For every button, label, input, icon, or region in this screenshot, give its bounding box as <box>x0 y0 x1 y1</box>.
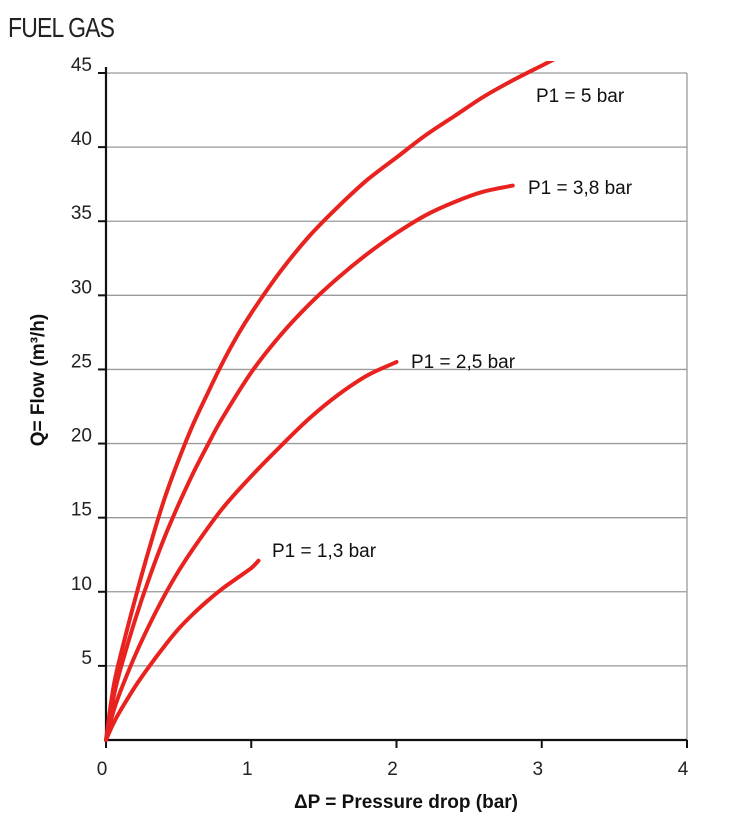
series-label: P1 = 5 bar <box>536 86 625 107</box>
series-label: P1 = 2,5 bar <box>411 352 516 373</box>
x-tick-label: 4 <box>678 759 689 780</box>
y-axis-title: Q= Flow (m³/h) <box>28 314 49 446</box>
x-axis-title: ΔP = Pressure drop (bar) <box>294 792 518 813</box>
series-lines <box>104 61 556 742</box>
series-line <box>104 558 261 742</box>
chart-title: FUEL GAS <box>8 12 115 43</box>
x-tick-labels: 0 1 2 3 4 <box>97 759 689 780</box>
series-label: P1 = 1,3 bar <box>272 541 377 562</box>
y-tick-label: 45 <box>71 55 92 76</box>
y-tick-labels: 5 10 15 20 25 30 35 40 45 <box>71 55 92 669</box>
y-tick-label: 40 <box>71 129 92 150</box>
series-label: P1 = 3,8 bar <box>528 178 633 199</box>
y-tick-label: 20 <box>71 426 92 447</box>
axes <box>98 67 688 748</box>
y-tick-label: 10 <box>71 574 92 595</box>
x-tick-label: 3 <box>532 759 543 780</box>
y-tick-label: 30 <box>71 277 92 298</box>
y-tick-label: 15 <box>71 500 92 521</box>
series-line <box>104 61 556 742</box>
x-tick-label: 0 <box>97 759 108 780</box>
y-tick-label: 25 <box>71 351 92 372</box>
y-tick-label: 5 <box>81 648 92 669</box>
series-line <box>104 360 399 742</box>
grid-lines <box>106 72 688 740</box>
series-line <box>104 183 515 742</box>
y-tick-label: 35 <box>71 203 92 224</box>
x-tick-label: 2 <box>387 759 398 780</box>
x-tick-label: 1 <box>242 759 253 780</box>
series-labels: P1 = 5 bar P1 = 3,8 bar P1 = 2,5 bar P1 = 1… <box>272 86 633 562</box>
